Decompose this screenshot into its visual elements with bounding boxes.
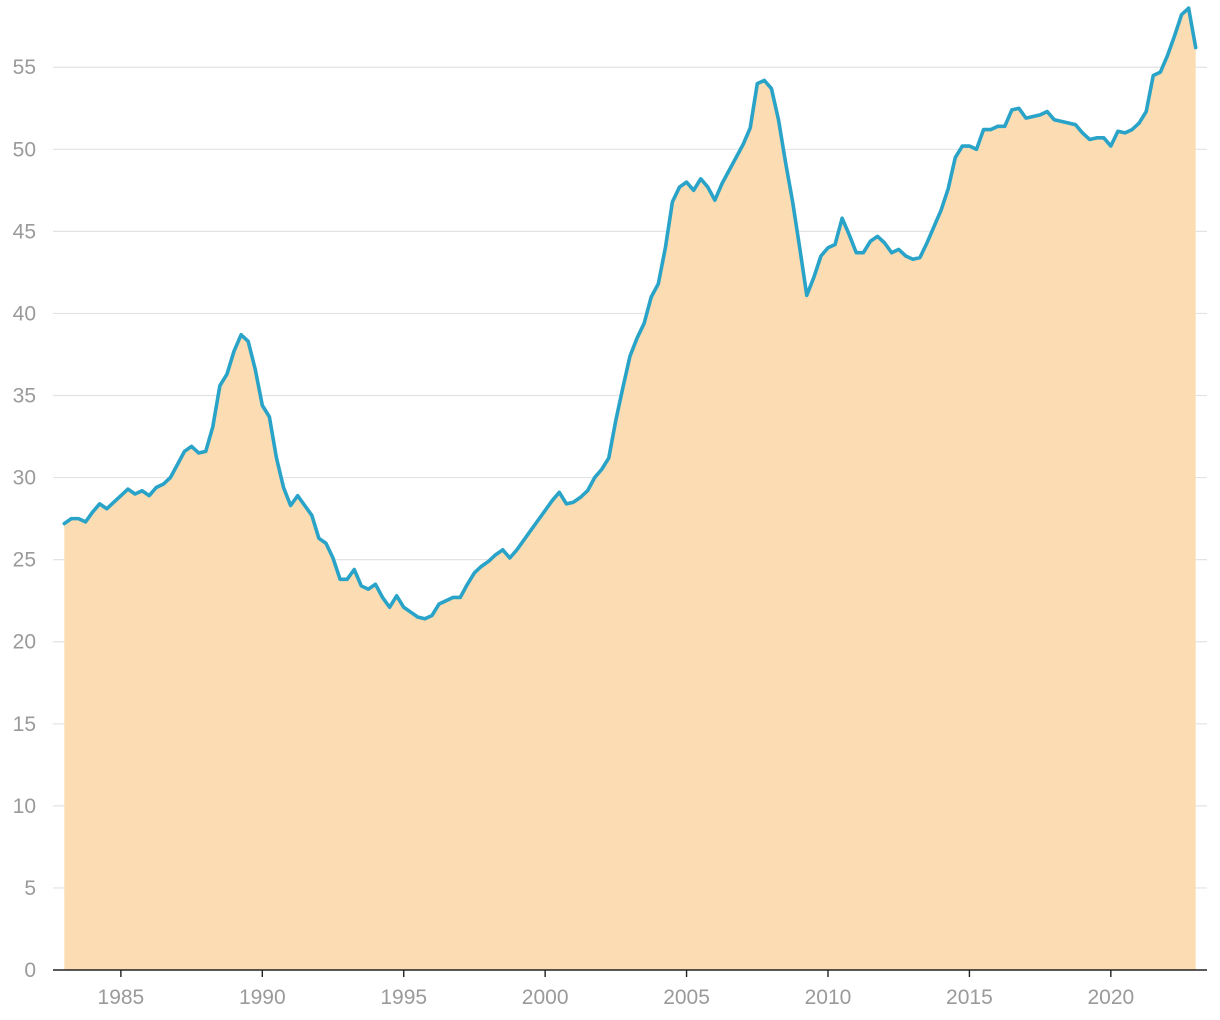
y-tick-label-50: 50 — [13, 138, 36, 161]
y-tick-label-10: 10 — [13, 795, 36, 818]
y-tick-label-5: 5 — [24, 877, 36, 900]
y-tick-label-40: 40 — [13, 302, 36, 325]
x-axis — [53, 969, 1207, 977]
y-tick-label-35: 35 — [13, 385, 36, 408]
y-tick-label-45: 45 — [13, 220, 36, 243]
y-tick-label-20: 20 — [13, 631, 36, 654]
y-tick-label-0: 0 — [24, 959, 36, 982]
x-tick-label-1985: 1985 — [98, 986, 145, 1009]
series-line — [62, 6, 1198, 621]
y-tick-label-25: 25 — [13, 549, 36, 572]
x-tick-label-1990: 1990 — [239, 986, 286, 1009]
y-tick-label-55: 55 — [13, 56, 36, 79]
y-axis-tick-labels: 0 5 10 15 20 25 30 35 40 45 50 55 — [13, 56, 36, 982]
series-area-fill — [64, 8, 1196, 970]
y-tick-label-15: 15 — [13, 713, 36, 736]
y-tick-label-30: 30 — [13, 467, 36, 490]
x-axis-tick-labels: 1985 1990 1995 2000 2005 2010 2015 2020 — [98, 986, 1135, 1009]
x-tick-label-2015: 2015 — [946, 986, 993, 1009]
x-tick-label-1995: 1995 — [380, 986, 427, 1009]
x-tick-label-2020: 2020 — [1087, 986, 1134, 1009]
x-tick-label-2010: 2010 — [805, 986, 852, 1009]
x-tick-label-2000: 2000 — [522, 986, 569, 1009]
x-tick-label-2005: 2005 — [663, 986, 710, 1009]
